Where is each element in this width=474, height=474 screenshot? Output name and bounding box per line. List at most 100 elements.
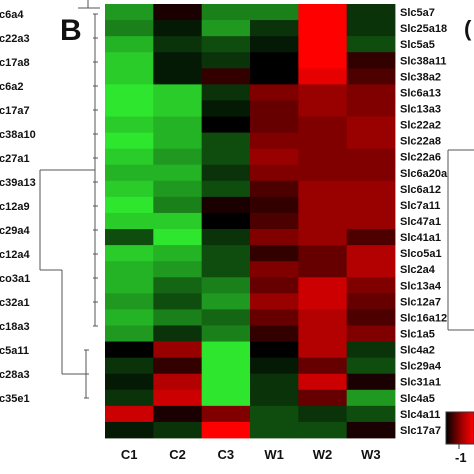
heatmap-cell	[201, 100, 251, 117]
heatmap-cell	[298, 341, 348, 359]
heatmap-cell	[105, 293, 154, 310]
left-row-label: c28a3	[0, 369, 30, 381]
heatmap-cell	[298, 212, 348, 230]
heatmap-cell	[153, 277, 203, 294]
heatmap-cell	[346, 261, 396, 278]
column-label: C2	[169, 447, 186, 462]
heatmap-cell	[105, 212, 154, 230]
left-row-label: c22a3	[0, 33, 30, 45]
heatmap-cell	[250, 164, 299, 182]
heatmap-cell	[153, 68, 203, 85]
heatmap-cell	[201, 293, 251, 310]
heatmap-cell	[153, 132, 203, 150]
heatmap-cell	[346, 373, 396, 391]
heatmap-cell	[250, 196, 299, 214]
color-legend: -1	[445, 411, 474, 465]
heatmap-cell	[105, 100, 154, 117]
row-label: Slc16a12	[400, 312, 447, 324]
heatmap-cell	[201, 52, 251, 69]
heatmap-cell	[298, 245, 348, 262]
heatmap-cell	[250, 261, 299, 278]
heatmap-cell	[201, 180, 251, 198]
heatmap-cell	[201, 245, 251, 262]
heatmap-cell	[250, 84, 299, 101]
heatmap-cell	[346, 36, 396, 53]
heatmap-cell	[346, 325, 396, 342]
heatmap-cell	[250, 245, 299, 262]
row-label: Slc5a5	[400, 39, 435, 51]
heatmap-cell	[250, 36, 299, 53]
column-label: C3	[218, 447, 235, 462]
column-label: W2	[313, 447, 333, 462]
heatmap-cell	[201, 229, 251, 246]
heatmap-cell	[201, 277, 251, 294]
heatmap-cell	[346, 100, 396, 117]
left-row-label: c35e1	[0, 393, 30, 405]
heatmap-cell	[346, 405, 396, 423]
heatmap-cell	[105, 84, 154, 101]
heatmap-cell	[298, 277, 348, 294]
heatmap-cell	[153, 405, 203, 423]
heatmap-cell	[201, 373, 251, 391]
heatmap-cell	[105, 341, 154, 359]
heatmap-cell	[298, 68, 348, 85]
heatmap-cell	[298, 229, 348, 246]
heatmap-cell	[298, 309, 348, 326]
column-labels: C1 C2 C3 W1 W2 W3	[121, 447, 381, 462]
heatmap-cell	[250, 52, 299, 69]
heatmap-cell	[346, 164, 396, 182]
heatmap-cell	[153, 309, 203, 326]
heatmap-cell	[250, 309, 299, 326]
row-label: Slc4a2	[400, 345, 435, 357]
heatmap-cell	[153, 389, 203, 407]
heatmap-cell	[201, 325, 251, 342]
row-label: Slc22a8	[400, 136, 441, 148]
heatmap-cell	[153, 261, 203, 278]
heatmap-cell	[201, 261, 251, 278]
heatmap-cell	[153, 373, 203, 391]
heatmap-cell	[346, 132, 396, 150]
heatmap-cell	[153, 180, 203, 198]
heatmap-cell	[201, 4, 251, 21]
row-label: Slc5a7	[400, 7, 435, 19]
heatmap-cell	[346, 148, 396, 166]
heatmap-cell	[153, 100, 203, 117]
heatmap-cell	[346, 20, 396, 37]
legend-tick-label: -1	[455, 450, 467, 465]
row-label: Slc12a7	[400, 296, 441, 308]
top-dendrogram	[78, 0, 100, 9]
heatmap-cell	[250, 373, 299, 391]
heatmap-cell	[250, 405, 299, 423]
heatmap-cell	[298, 164, 348, 182]
row-label: Slc25a18	[400, 23, 447, 35]
heatmap-cell	[105, 421, 154, 439]
heatmap-cell	[298, 196, 348, 214]
heatmap-cell	[201, 116, 251, 133]
heatmap-cell	[250, 116, 299, 133]
left-row-label: c5a11	[0, 345, 29, 357]
row-label: Slc4a5	[400, 393, 435, 405]
heatmap-cell	[346, 229, 396, 246]
heatmap-cell	[153, 212, 203, 230]
heatmap-cell	[298, 357, 348, 375]
heatmap-cell	[250, 20, 299, 37]
heatmap-cell	[153, 116, 203, 133]
heatmap-cell	[105, 309, 154, 326]
heatmap-cell	[201, 84, 251, 101]
heatmap-cell	[153, 229, 203, 246]
heatmap-cell	[153, 52, 203, 69]
heatmap-cell	[250, 341, 299, 359]
heatmap-cell	[105, 373, 154, 391]
heatmap-cell	[346, 341, 396, 359]
left-row-label: c27a1	[0, 153, 30, 165]
heatmap-cell	[346, 52, 396, 69]
left-row-label: c38a10	[0, 129, 36, 141]
heatmap-cell	[105, 116, 154, 133]
heatmap-cell	[105, 245, 154, 262]
row-labels: Slc5a7 Slc25a18 Slc5a5 Slc38a11 Slc38a2 Slc6a…	[400, 7, 448, 437]
heatmap-cell	[250, 100, 299, 117]
left-row-label: c12a4	[0, 249, 30, 261]
column-label: W1	[264, 447, 284, 462]
heatmap-cell	[250, 229, 299, 246]
